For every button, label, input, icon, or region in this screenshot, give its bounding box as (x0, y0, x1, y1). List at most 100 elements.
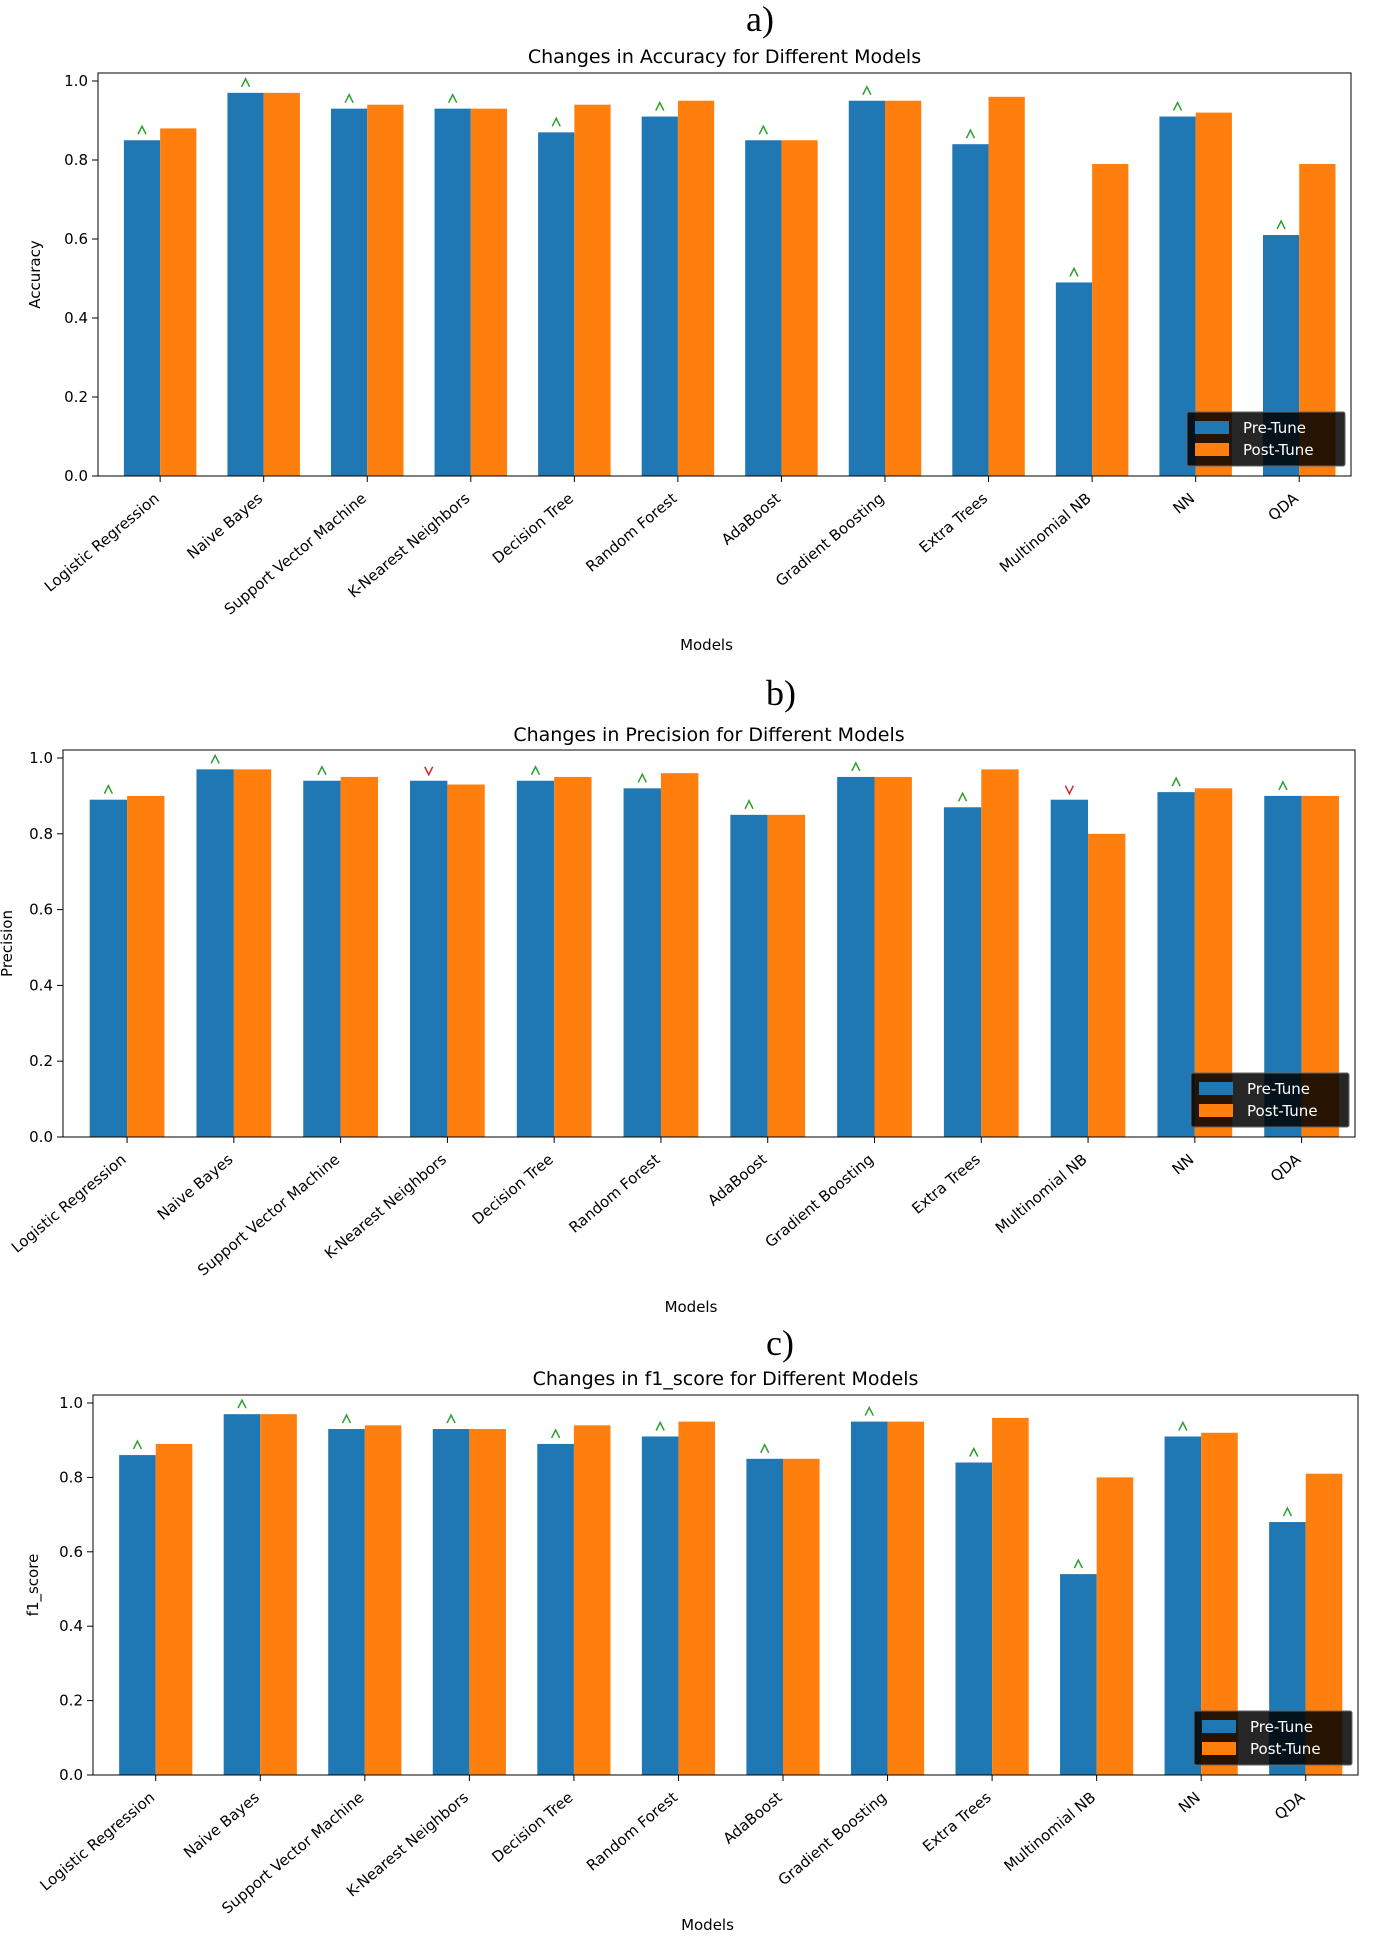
legend-label-post-tune: Post-Tune (1250, 1740, 1321, 1758)
y-axis-label: Accuracy (26, 240, 44, 309)
bar-pre-tune (328, 1429, 365, 1775)
x-category-label: QDA (1265, 489, 1303, 525)
y-tick-label: 1.0 (59, 1394, 83, 1412)
x-axis-label: Models (665, 1298, 718, 1316)
bar-pre-tune (410, 780, 448, 1137)
bar-post-tune (367, 104, 404, 476)
x-category-label: Gradient Boosting (775, 1788, 890, 1889)
increase-marker (551, 116, 561, 127)
x-category-label: Extra Trees (908, 1150, 984, 1218)
plot-frame (62, 749, 1356, 1138)
y-axis-label: f1_score (24, 1554, 43, 1617)
bar-post-tune (574, 104, 611, 476)
bar-pre-tune (745, 140, 782, 476)
increase-marker (530, 765, 541, 776)
legend-swatch-post-tune (1199, 1104, 1233, 1117)
bar-post-tune (660, 773, 699, 1137)
increase-marker (317, 765, 327, 776)
bar-post-tune (988, 96, 1025, 477)
bar-pre-tune (434, 108, 471, 477)
chart-title: Changes in f1_score for Different Models (533, 1368, 919, 1390)
x-category-label: Random Forest (582, 489, 680, 575)
bar-post-tune (981, 769, 1019, 1137)
increase-marker (210, 753, 220, 764)
legend-label-pre-tune: Pre-Tune (1247, 1080, 1310, 1098)
x-axis-label: Models (680, 636, 733, 654)
bar-post-tune (573, 1425, 611, 1775)
y-tick-label: 0.8 (29, 825, 53, 843)
increase-marker (1178, 1420, 1188, 1431)
increase-marker (760, 1443, 770, 1454)
f1-score-chart: Changes in f1_score for Different Models… (24, 1368, 1359, 1934)
bar-pre-tune (1060, 1574, 1097, 1775)
bar-post-tune (885, 100, 922, 476)
x-category-label: Decision Tree (489, 489, 577, 567)
bar-post-tune (874, 776, 912, 1137)
increase-marker (851, 761, 861, 772)
bar-post-tune (992, 1417, 1029, 1775)
y-tick-label: 0.8 (64, 151, 88, 169)
bar-pre-tune (730, 814, 768, 1137)
bar-post-tune (678, 1421, 716, 1775)
bar-pre-tune (837, 776, 875, 1137)
increase-marker (240, 77, 251, 88)
increase-marker (1073, 1558, 1084, 1569)
increase-marker (864, 1405, 874, 1416)
bar-post-tune (1092, 163, 1129, 476)
x-category-label: QDA (1271, 1788, 1309, 1824)
increase-marker (965, 128, 976, 139)
increase-marker (1172, 100, 1183, 111)
increase-marker (655, 100, 665, 111)
legend-swatch-pre-tune (1202, 1720, 1236, 1733)
x-category-label: AdaBoost (704, 1150, 770, 1210)
x-category-label: Gradient Boosting (772, 489, 887, 590)
y-tick-label: 0.6 (59, 1543, 83, 1561)
plot-frame (92, 1394, 1359, 1776)
x-category-label: Naive Bayes (154, 1150, 237, 1224)
x-category-label: Logistic Regression (8, 1150, 130, 1256)
bar-pre-tune (952, 144, 989, 476)
bar-post-tune (263, 92, 300, 476)
x-category-label: Gradient Boosting (762, 1150, 877, 1251)
x-category-label: NN (1169, 489, 1198, 517)
y-tick-label: 0.6 (29, 901, 53, 919)
bar-pre-tune (641, 1436, 679, 1775)
bar-post-tune (160, 128, 197, 476)
x-axis-label: Models (681, 1916, 734, 1934)
precision-chart: Changes in Precision for Different Model… (0, 724, 1356, 1316)
bar-post-tune (887, 1421, 925, 1775)
increase-marker (1276, 219, 1286, 230)
bar-pre-tune (303, 780, 341, 1137)
increase-marker (103, 784, 114, 795)
bar-pre-tune (119, 1455, 156, 1775)
legend-label-post-tune: Post-Tune (1247, 1102, 1318, 1120)
bar-pre-tune (538, 132, 575, 476)
y-tick-label: 0.0 (64, 467, 88, 485)
bar-pre-tune (641, 116, 678, 477)
bar-pre-tune (123, 140, 161, 476)
bar-pre-tune (943, 807, 982, 1137)
x-category-label: NN (1175, 1788, 1204, 1816)
increase-marker (137, 124, 147, 135)
x-category-label: QDA (1267, 1150, 1305, 1186)
increase-marker (1278, 780, 1288, 791)
y-tick-label: 0.2 (64, 388, 88, 406)
increase-marker (550, 1428, 561, 1439)
y-tick-label: 0.4 (59, 1617, 83, 1635)
chart-title: Changes in Precision for Different Model… (513, 724, 904, 746)
increase-marker (758, 124, 769, 135)
bar-post-tune (470, 108, 508, 477)
legend-label-post-tune: Post-Tune (1243, 441, 1314, 459)
bar-post-tune (677, 100, 715, 476)
bar-post-tune (447, 784, 485, 1137)
bar-post-tune (233, 769, 272, 1137)
legend-label-pre-tune: Pre-Tune (1243, 419, 1306, 437)
bar-pre-tune (1055, 282, 1093, 476)
x-category-label: AdaBoost (718, 489, 784, 549)
bar-post-tune (364, 1425, 402, 1775)
x-category-label: Naive Bayes (184, 489, 267, 563)
bar-pre-tune (1050, 799, 1089, 1137)
x-category-label: Multinomial NB (996, 489, 1095, 576)
bar-post-tune (469, 1429, 506, 1775)
bar-post-tune (1088, 833, 1126, 1137)
